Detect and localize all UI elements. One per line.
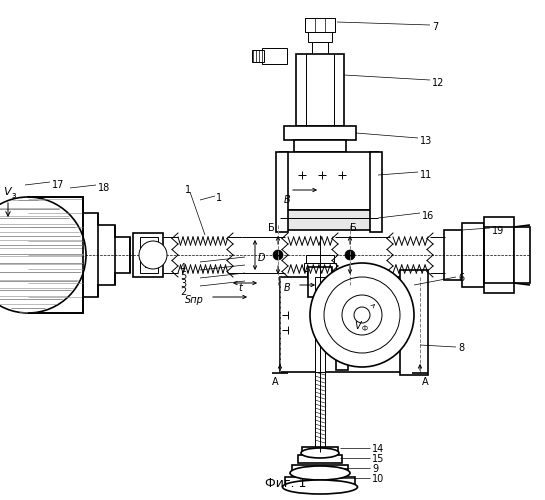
Circle shape [310, 263, 414, 367]
Bar [285, 477, 355, 487]
Text: 12: 12 [432, 78, 444, 88]
Bar [400, 270, 428, 375]
Text: В: В [284, 195, 290, 205]
Bar [336, 285, 348, 370]
Bar [262, 48, 287, 64]
Bar [484, 217, 514, 293]
Text: Б: Б [350, 223, 357, 233]
Text: А: А [422, 377, 428, 387]
Text: 1: 1 [185, 185, 191, 195]
Bar [514, 227, 530, 283]
Bar [462, 223, 484, 287]
Ellipse shape [282, 480, 358, 494]
Bar [315, 277, 325, 377]
Text: 3: 3 [180, 279, 186, 289]
Circle shape [0, 197, 86, 313]
Text: 2: 2 [180, 287, 186, 297]
Text: В: В [284, 283, 290, 293]
Text: 18: 18 [98, 183, 110, 193]
Text: D: D [258, 253, 265, 263]
Text: 17: 17 [52, 180, 64, 190]
Text: 9: 9 [372, 464, 378, 474]
Bar [308, 267, 332, 297]
Ellipse shape [301, 448, 339, 458]
Bar [280, 152, 378, 210]
Bar [292, 465, 348, 475]
Text: V: V [354, 321, 361, 331]
Circle shape [139, 241, 167, 269]
Text: 15: 15 [372, 454, 384, 464]
Ellipse shape [290, 466, 350, 480]
Text: V: V [3, 187, 10, 197]
Text: 14: 14 [372, 444, 384, 454]
Bar [304, 263, 336, 271]
Text: 4: 4 [180, 263, 186, 273]
Text: 5: 5 [180, 271, 186, 281]
Text: Фиг. 1: Фиг. 1 [265, 477, 306, 490]
Bar [315, 372, 325, 447]
Text: 19: 19 [492, 226, 504, 236]
Text: 11: 11 [420, 170, 432, 180]
Bar [444, 230, 462, 280]
Bar [140, 237, 158, 273]
Circle shape [273, 250, 283, 260]
Bar [133, 233, 163, 277]
Circle shape [354, 307, 370, 323]
Bar [307, 271, 333, 278]
Text: 8: 8 [458, 343, 464, 353]
Text: ф: ф [362, 325, 368, 331]
Bar [305, 18, 335, 32]
Text: t: t [238, 283, 242, 293]
Bar [312, 42, 328, 54]
Bar [306, 255, 334, 263]
Bar [284, 126, 356, 140]
Bar [370, 152, 382, 232]
Bar [308, 278, 332, 284]
Bar [276, 152, 288, 232]
Text: 7: 7 [432, 22, 438, 32]
Bar [280, 210, 378, 230]
Bar [145, 243, 155, 267]
Bar [294, 140, 346, 152]
Bar [296, 54, 344, 126]
Text: Sпр: Sпр [185, 295, 204, 305]
Circle shape [345, 250, 355, 260]
Text: Б: Б [268, 223, 275, 233]
Bar [280, 277, 420, 372]
Bar [302, 447, 338, 455]
Bar [308, 32, 332, 42]
Text: 10: 10 [372, 474, 384, 484]
Text: 6: 6 [458, 273, 464, 283]
Text: 16: 16 [422, 211, 434, 221]
Bar [252, 50, 264, 62]
Text: 1: 1 [216, 193, 222, 203]
Text: з: з [11, 191, 15, 200]
Bar [316, 54, 324, 139]
Text: А: А [272, 377, 278, 387]
Text: 13: 13 [420, 136, 432, 146]
Bar [28, 197, 83, 313]
Bar [298, 455, 342, 463]
